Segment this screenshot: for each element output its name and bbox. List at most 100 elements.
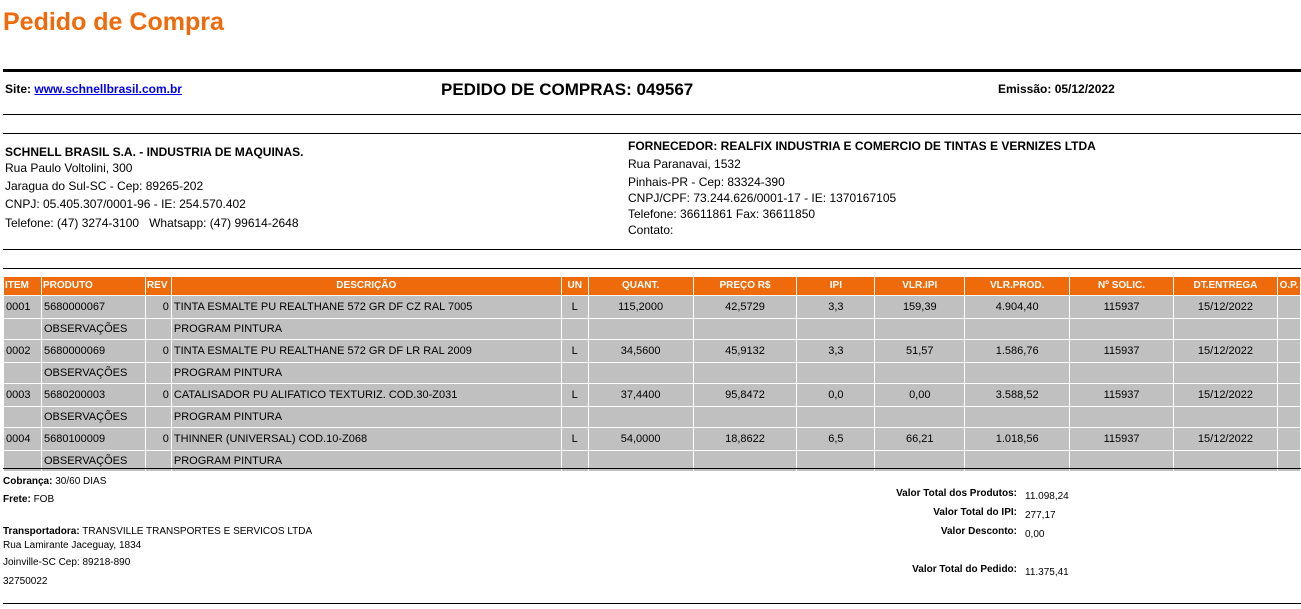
total-label: Valor Total do Pedido: (912, 564, 1017, 575)
table-row: 0001 5680000067 0 TINTA ESMALTE PU REALTHAN… (3, 295, 1301, 319)
cell-entrega: 15/12/2022 (1172, 383, 1278, 407)
cell-vlr-ipi: 66,21 (874, 427, 966, 451)
empty-cell (1172, 318, 1278, 340)
empty-cell (964, 406, 1071, 428)
buyer-name: SCHNELL BRASIL S.A. - INDUSTRIA DE MAQUI… (5, 145, 304, 159)
cell-vlr-prod: 1.018,56 (964, 427, 1071, 451)
frete: Frete: FOB (3, 494, 54, 506)
empty-cell (3, 406, 42, 428)
empty-cell (1069, 406, 1174, 428)
observation-text: PROGRAM PINTURA (170, 406, 562, 428)
cell-ipi: 0,0 (796, 383, 876, 407)
cell-vlr-ipi: 159,39 (874, 295, 966, 319)
cell-vlr-ipi: 0,00 (874, 383, 966, 407)
cell-quant: 34,5600 (587, 339, 694, 363)
empty-cell (560, 318, 589, 340)
cell-ipi: 6,5 (796, 427, 876, 451)
transportadora-city: Joinville-SC Cep: 89218-890 (3, 557, 131, 568)
empty-cell (796, 406, 876, 428)
site-label: Site: www.schnellbrasil.com.br (5, 82, 182, 97)
empty-cell (1172, 362, 1278, 384)
cell-solic: 115937 (1069, 339, 1174, 363)
table-row: 0004 5680100009 0 THINNER (UNIVERSAL) COD.1… (3, 427, 1301, 451)
empty-cell (874, 450, 966, 472)
cell-un: L (560, 427, 589, 451)
observation-text: PROGRAM PINTURA (170, 318, 562, 340)
observation-text: PROGRAM PINTURA (170, 362, 562, 384)
empty-cell (796, 450, 876, 472)
cell-rev: 0 (144, 383, 172, 407)
cell-vlr-prod: 3.588,52 (964, 383, 1071, 407)
empty-cell (144, 318, 172, 340)
column-header: UN (560, 276, 589, 296)
empty-cell (964, 362, 1071, 384)
table-row: 0003 5680200003 0 CATALISADOR PU ALIFATICO … (3, 383, 1301, 407)
empty-cell (874, 318, 966, 340)
frete-value: FOB (33, 494, 55, 505)
observation-label: OBSERVAÇÕES (40, 406, 146, 428)
cell-solic: 115937 (1069, 383, 1174, 407)
buyer-city: Jaragua do Sul-SC - Cep: 89265-202 (5, 179, 204, 193)
cell-preco: 42,5729 (692, 295, 798, 319)
page-title: Pedido de Compra (3, 8, 224, 36)
cobranca: Cobrança: 30/60 DIAS (3, 476, 106, 488)
column-header: Nº SOLIC. (1069, 276, 1174, 296)
column-header: ITEM (3, 276, 42, 296)
cell-produto: 5680000067 (40, 295, 146, 319)
cell-ipi: 3,3 (796, 339, 876, 363)
cell-vlr-ipi: 51,57 (874, 339, 966, 363)
divider (3, 249, 1301, 250)
empty-cell (1172, 406, 1278, 428)
empty-cell (964, 450, 1071, 472)
observation-row: OBSERVAÇÕES PROGRAM PINTURA (3, 450, 1301, 472)
column-header: PRODUTO (40, 276, 146, 296)
empty-cell (144, 362, 172, 384)
empty-cell (560, 406, 589, 428)
cell-ipi: 3,3 (796, 295, 876, 319)
transportadora: Transportadora: TRANSVILLE TRANSPORTES E… (3, 526, 312, 538)
transportadora-label: Transportadora: (3, 526, 80, 537)
cell-quant: 54,0000 (587, 427, 694, 451)
empty-cell (560, 450, 589, 472)
cobranca-label: Cobrança: (3, 476, 53, 487)
empty-cell (796, 362, 876, 384)
divider (3, 69, 1301, 72)
cell-item: 0002 (3, 339, 42, 363)
cell-solic: 115937 (1069, 295, 1174, 319)
buyer-phone: Telefone: (47) 3274-3100 Whatsapp: (47) … (5, 216, 299, 230)
cell-preco: 18,8622 (692, 427, 798, 451)
empty-cell (874, 406, 966, 428)
cell-rev: 0 (144, 339, 172, 363)
emission-date: Emissão: 05/12/2022 (998, 82, 1115, 96)
cell-item: 0003 (3, 383, 42, 407)
cell-descricao: CATALISADOR PU ALIFATICO TEXTURIZ. COD.3… (170, 383, 562, 407)
site-link[interactable]: www.schnellbrasil.com.br (34, 82, 182, 96)
divider (3, 133, 1301, 134)
total-label: Valor Total do IPI: (933, 507, 1017, 518)
buyer-address: Rua Paulo Voltolini, 300 (5, 161, 133, 175)
transportadora-address: Rua Lamirante Jaceguay, 1834 (3, 540, 142, 551)
cell-item: 0004 (3, 427, 42, 451)
empty-cell (587, 318, 694, 340)
cell-vlr-prod: 4.904,40 (964, 295, 1071, 319)
observation-row: OBSERVAÇÕES PROGRAM PINTURA (3, 318, 1301, 340)
column-header: QUANT. (587, 276, 694, 296)
cell-entrega: 15/12/2022 (1172, 339, 1278, 363)
column-header: DT.ENTREGA (1172, 276, 1278, 296)
cell-un: L (560, 383, 589, 407)
column-header: O.P. (1276, 276, 1301, 296)
empty-cell (692, 450, 798, 472)
empty-cell (964, 318, 1071, 340)
cell-produto: 5680200003 (40, 383, 146, 407)
empty-cell (1276, 362, 1301, 384)
order-title: PEDIDO DE COMPRAS: 049567 (441, 80, 694, 99)
items-table: ITEM PRODUTO REV DESCRIÇÃO UN QUANT. PREÇO R$ I… (3, 276, 1301, 472)
empty-cell (796, 318, 876, 340)
cell-vlr-prod: 1.586,76 (964, 339, 1071, 363)
empty-cell (1069, 318, 1174, 340)
cell-descricao: TINTA ESMALTE PU REALTHANE 572 GR DF LR … (170, 339, 562, 363)
empty-cell (692, 406, 798, 428)
observation-row: OBSERVAÇÕES PROGRAM PINTURA (3, 406, 1301, 428)
frete-label: Frete: (3, 494, 31, 505)
empty-cell (587, 406, 694, 428)
